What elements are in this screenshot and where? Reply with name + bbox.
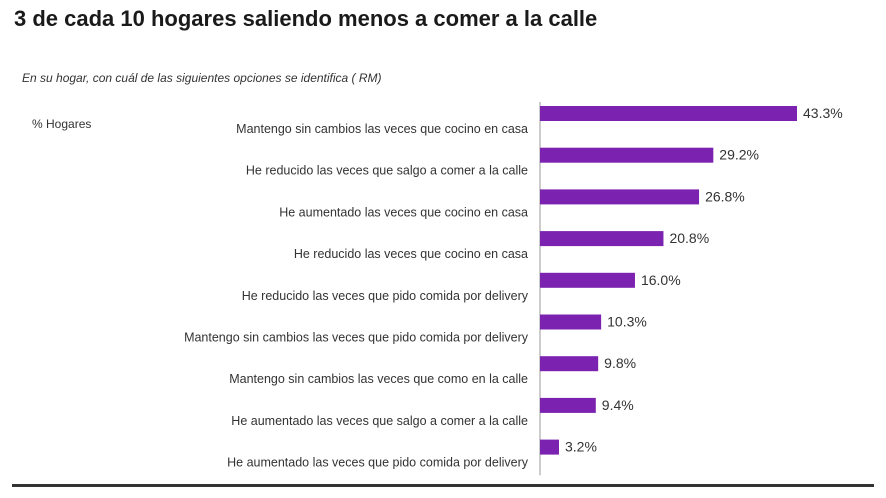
data-label: 29.2% (719, 147, 759, 163)
category-label: He aumentado las veces que pido comida p… (227, 456, 529, 470)
category-label: Mantengo sin cambios las veces que como … (229, 372, 528, 386)
data-label: 10.3% (607, 314, 647, 330)
bar (540, 189, 700, 205)
bar (540, 439, 559, 455)
data-label: 16.0% (641, 272, 681, 288)
bar (540, 397, 596, 413)
bar (540, 231, 664, 247)
data-label: 9.8% (604, 355, 636, 371)
category-label: He aumentado las veces que cocino en cas… (279, 205, 528, 219)
category-label: Mantengo sin cambios las veces que cocin… (236, 122, 528, 136)
bar (540, 356, 599, 372)
bar (540, 106, 797, 121)
bar (540, 272, 635, 288)
bar (540, 314, 602, 330)
category-label: He reducido las veces que pido comida po… (242, 289, 529, 303)
chart-subtitle: En su hogar, con cuál de las siguientes … (22, 71, 382, 85)
bar (540, 147, 714, 163)
data-label: 20.8% (669, 230, 709, 246)
chart-title: 3 de cada 10 hogares saliendo menos a co… (14, 6, 598, 31)
data-label: 43.3% (803, 105, 843, 121)
bottom-divider (12, 484, 874, 487)
category-label: He reducido las veces que cocino en casa (294, 247, 528, 261)
category-label: He aumentado las veces que salgo a comer… (231, 414, 528, 428)
data-label: 9.4% (602, 397, 634, 413)
unit-label: % Hogares (32, 117, 92, 131)
data-label: 26.8% (705, 188, 745, 204)
category-label: Mantengo sin cambios las veces que pido … (184, 331, 529, 345)
data-label: 3.2% (565, 439, 597, 455)
category-label: He reducido las veces que salgo a comer … (246, 164, 528, 178)
